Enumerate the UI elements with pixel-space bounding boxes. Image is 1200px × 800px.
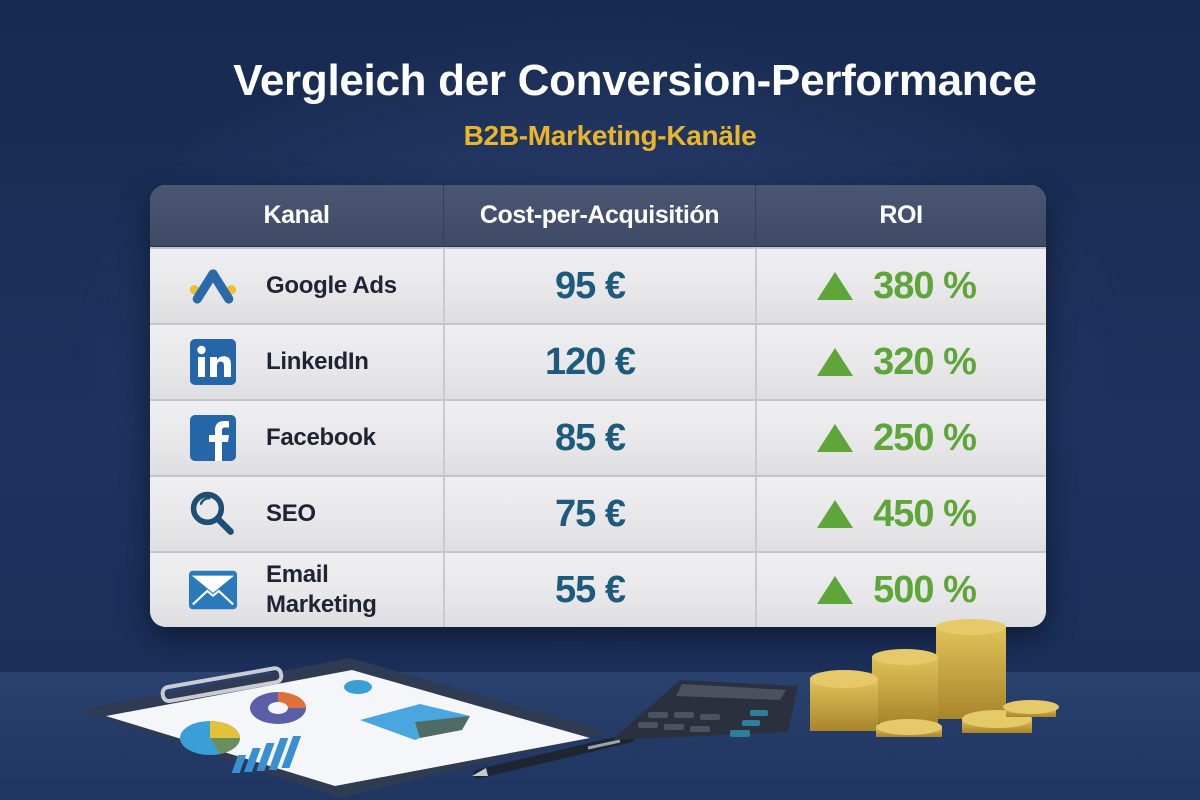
cpa-value: 120 € xyxy=(544,340,636,383)
cpa-cell: 55 € xyxy=(443,553,755,627)
channel-name: LinkeıdIn xyxy=(266,348,369,375)
roi-value: 450 % xyxy=(873,492,977,535)
cpa-value: 95 € xyxy=(555,264,626,307)
pen-illustration xyxy=(472,733,635,779)
table-row: Facebook 85 € 250 % xyxy=(150,399,1046,475)
linkedin-icon xyxy=(188,337,238,387)
roi-cell: 250 % xyxy=(755,401,1046,475)
page-subtitle: B2B-Marketing-Kanäle xyxy=(463,120,757,151)
magnifier-icon xyxy=(188,489,238,539)
roi-cell: 380 % xyxy=(755,249,1046,323)
channel-name: Google Ads xyxy=(266,272,397,299)
trend-up-icon xyxy=(817,576,854,604)
cpa-value: 75 € xyxy=(555,492,626,535)
channel-cell: Email Marketing xyxy=(150,553,443,627)
cpa-cell: 120 € xyxy=(443,325,755,399)
trend-up-icon xyxy=(817,348,854,376)
google-ads-icon xyxy=(188,261,238,311)
comparison-table: Kanal Cost-per-Acquisitión ROI Google Ad… xyxy=(150,185,1046,627)
roi-cell: 500 % xyxy=(755,553,1046,627)
roi-value: 380 % xyxy=(873,264,977,307)
column-header-channel: Kanal xyxy=(263,201,330,229)
table-header: Kanal Cost-per-Acquisitión ROI xyxy=(150,185,1046,247)
column-header-cpa: Cost-per-Acquisitión xyxy=(443,185,755,246)
channel-cell: Facebook xyxy=(150,401,443,475)
table-row: Google Ads 95 € 380 % xyxy=(150,247,1046,323)
roi-value: 500 % xyxy=(873,568,977,611)
facebook-icon xyxy=(188,413,238,463)
roi-cell: 320 % xyxy=(755,325,1046,399)
table-row: Email Marketing 55 € 500 % xyxy=(150,551,1046,627)
roi-value: 320 % xyxy=(873,340,977,383)
channel-name: SEO xyxy=(266,500,316,527)
roi-cell: 450 % xyxy=(755,477,1046,551)
coin-stacks-illustration xyxy=(810,619,1059,737)
cpa-value: 85 € xyxy=(555,416,626,459)
roi-value: 250 % xyxy=(873,416,977,459)
clipboard-illustration xyxy=(80,658,610,798)
channel-cell: SEO xyxy=(150,477,443,551)
table-row: LinkeıdIn 120 € 320 % xyxy=(150,323,1046,399)
page-title: Vergleich der Conversion-Performance xyxy=(233,56,1037,105)
trend-up-icon xyxy=(817,424,854,452)
channel-name: Facebook xyxy=(266,424,376,451)
cpa-value: 55 € xyxy=(555,568,626,611)
column-header-roi: ROI xyxy=(755,185,1046,246)
channel-cell: LinkeıdIn xyxy=(150,325,443,399)
envelope-icon xyxy=(188,565,238,615)
calculator-illustration xyxy=(612,680,798,740)
channel-name: Email Marketing xyxy=(266,561,377,618)
channel-cell: Google Ads xyxy=(150,249,443,323)
trend-up-icon xyxy=(817,272,854,300)
cpa-cell: 85 € xyxy=(443,401,755,475)
cpa-cell: 75 € xyxy=(443,477,755,551)
cpa-cell: 95 € xyxy=(443,249,755,323)
table-row: SEO 75 € 450 % xyxy=(150,475,1046,551)
trend-up-icon xyxy=(817,500,854,528)
